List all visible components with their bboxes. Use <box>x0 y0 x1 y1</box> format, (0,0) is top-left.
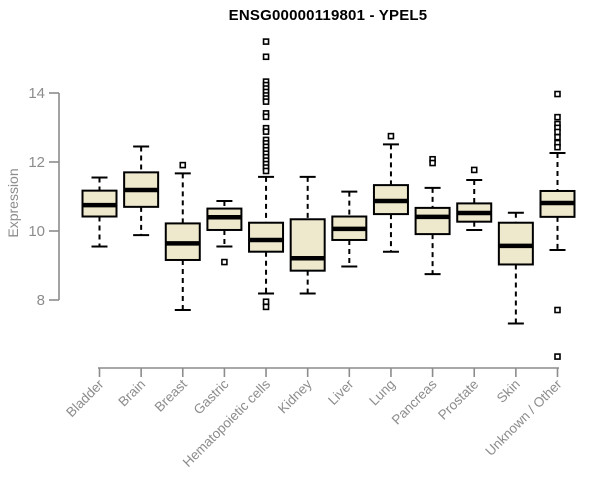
y-tick-label: 10 <box>28 223 45 240</box>
x-category-label: Skin <box>494 377 523 406</box>
outlier-point <box>554 113 561 121</box>
outlier-point <box>179 161 187 169</box>
outlier-point <box>221 258 228 266</box>
outlier-point <box>554 90 561 98</box>
x-category-label: Brain <box>115 377 148 410</box>
x-category-label: Bladder <box>63 376 107 420</box>
x-category-label: Lung <box>366 377 398 409</box>
outlier-point <box>387 132 395 140</box>
outlier-point <box>554 306 561 314</box>
outlier-point <box>554 353 561 360</box>
y-tick-label: 8 <box>37 292 45 309</box>
outlier-point <box>262 38 270 45</box>
outlier-point <box>554 143 561 151</box>
outlier-point <box>554 133 561 141</box>
x-category-label: Gastric <box>191 376 232 417</box>
outlier-point <box>554 128 561 136</box>
x-category-label: Liver <box>325 376 357 408</box>
x-category-label: Kidney <box>275 376 315 416</box>
x-category-label: Unknown / Other <box>482 376 565 459</box>
outlier-point <box>262 298 270 306</box>
outlier-point <box>262 128 270 135</box>
box-hematopoietic-cells <box>248 221 285 253</box>
y-tick-label: 12 <box>28 154 45 171</box>
outlier-point <box>429 159 436 167</box>
outlier-point <box>470 166 478 174</box>
outlier-point <box>262 303 270 311</box>
x-category-label: Breast <box>152 376 190 414</box>
chart-title: ENSG00000119801 - YPEL5 <box>228 7 428 24</box>
y-tick-label: 14 <box>28 85 45 102</box>
x-category-label: Prostate <box>435 377 481 423</box>
outlier-point <box>262 167 270 175</box>
box-kidney <box>289 218 326 272</box>
outlier-point <box>262 98 270 105</box>
outlier-point <box>262 113 270 121</box>
outlier-point <box>262 53 270 61</box>
box-pancreas <box>414 206 451 236</box>
x-category-label: Pancreas <box>389 376 440 427</box>
